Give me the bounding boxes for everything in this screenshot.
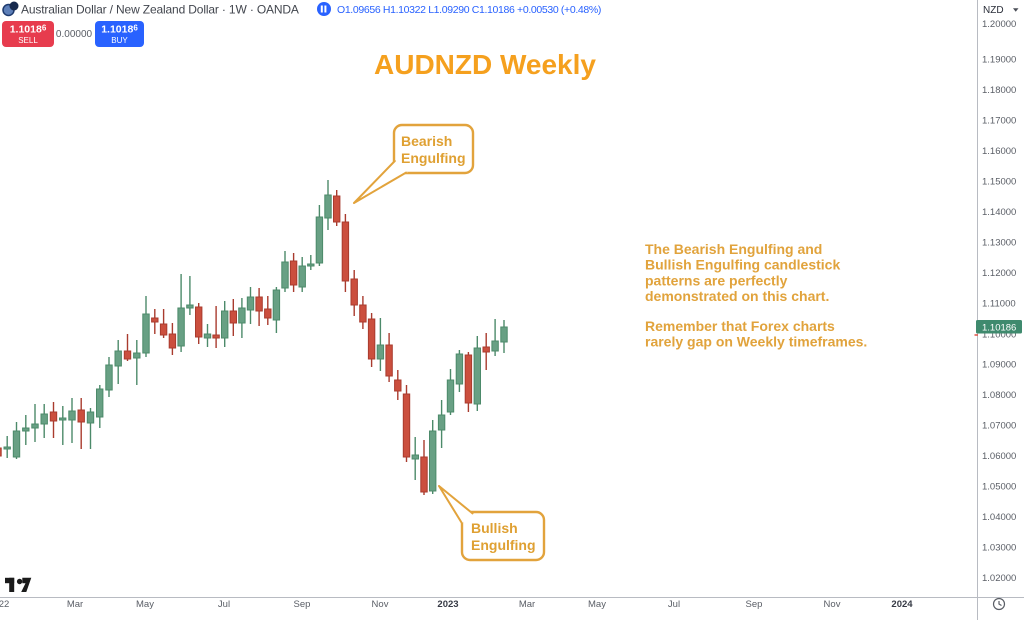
svg-text:1.20000: 1.20000 [982, 19, 1016, 30]
svg-text:Sep: Sep [746, 599, 763, 610]
svg-text:1.11000: 1.11000 [982, 298, 1016, 309]
svg-text:May: May [588, 599, 606, 610]
svg-text:O1.09656 H1.10322 L1.09290 C1.: O1.09656 H1.10322 L1.09290 C1.10186 +0.0… [337, 4, 601, 16]
svg-text:rarely gap on Weekly timeframe: rarely gap on Weekly timeframes. [645, 334, 867, 350]
svg-text:demonstrated on this chart.: demonstrated on this chart. [645, 288, 829, 304]
svg-text:The Bearish Engulfing and: The Bearish Engulfing and [645, 241, 822, 257]
svg-text:Bullish: Bullish [471, 520, 518, 536]
svg-text:1.02000: 1.02000 [982, 573, 1016, 584]
svg-text:Jul: Jul [668, 599, 680, 610]
svg-text:Engulfing: Engulfing [471, 537, 536, 553]
svg-text:1.10186: 1.10186 [101, 24, 138, 36]
svg-text:Bullish Engulfing candlestick: Bullish Engulfing candlestick [645, 257, 840, 273]
svg-text:2024: 2024 [891, 599, 913, 610]
svg-text:1.13000: 1.13000 [982, 237, 1016, 248]
svg-text:0.00000: 0.00000 [56, 29, 93, 40]
svg-text:Sep: Sep [294, 599, 311, 610]
svg-text:SELL: SELL [18, 36, 38, 45]
svg-text:1.16000: 1.16000 [982, 146, 1016, 157]
svg-text:Nov: Nov [372, 599, 389, 610]
svg-text:1.17000: 1.17000 [982, 115, 1016, 126]
svg-text:1.19000: 1.19000 [982, 54, 1016, 65]
svg-text:1.09000: 1.09000 [982, 359, 1016, 370]
svg-text:AUDNZD Weekly: AUDNZD Weekly [374, 49, 596, 80]
svg-text:Mar: Mar [519, 599, 535, 610]
svg-text:Nov: Nov [824, 599, 841, 610]
svg-text:1.05000: 1.05000 [982, 481, 1016, 492]
svg-text:1.14000: 1.14000 [982, 207, 1016, 218]
svg-text:22: 22 [0, 599, 9, 610]
svg-text:1.15000: 1.15000 [982, 176, 1016, 187]
svg-text:1.03000: 1.03000 [982, 542, 1016, 553]
svg-text:1.10186: 1.10186 [10, 24, 47, 36]
svg-text:May: May [136, 599, 154, 610]
svg-text:2023: 2023 [437, 599, 458, 610]
svg-text:Engulfing: Engulfing [401, 150, 466, 166]
svg-text:Jul: Jul [218, 599, 230, 610]
svg-text:1.10000: 1.10000 [982, 330, 1016, 341]
svg-text:Remember that Forex charts: Remember that Forex charts [645, 318, 835, 334]
svg-text:1.10186: 1.10186 [982, 322, 1016, 333]
svg-text:Australian Dollar / New Zealan: Australian Dollar / New Zealand Dollar ·… [21, 3, 299, 17]
svg-text:1.04000: 1.04000 [982, 512, 1016, 523]
svg-text:Bearish: Bearish [401, 133, 452, 149]
svg-text:1.08000: 1.08000 [982, 390, 1016, 401]
svg-text:patterns are perfectly: patterns are perfectly [645, 272, 788, 288]
svg-text:1.18000: 1.18000 [982, 85, 1016, 96]
svg-text:BUY: BUY [111, 36, 128, 45]
svg-text:NZD: NZD [983, 5, 1004, 16]
svg-text:1.07000: 1.07000 [982, 420, 1016, 431]
svg-text:1.06000: 1.06000 [982, 451, 1016, 462]
svg-text:Mar: Mar [67, 599, 83, 610]
svg-text:1.12000: 1.12000 [982, 268, 1016, 279]
